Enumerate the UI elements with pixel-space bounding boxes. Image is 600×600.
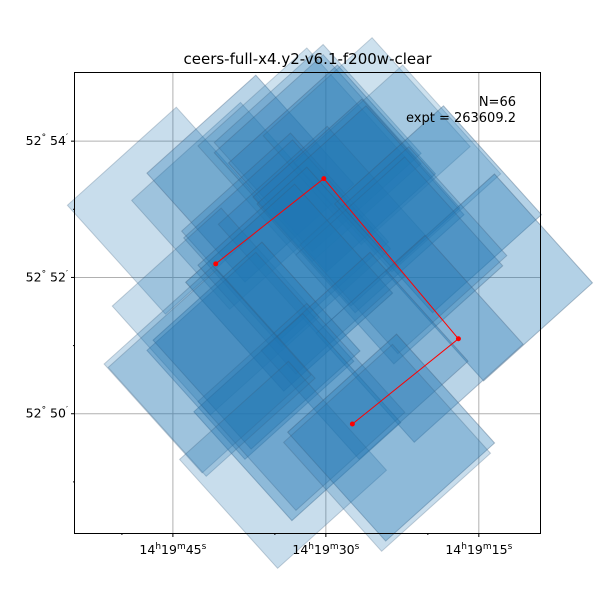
footprint: [217, 125, 426, 334]
footprint: [286, 333, 496, 542]
path-point: [321, 176, 327, 182]
footprint: [184, 183, 394, 392]
y-tick-label: 52° 54′: [26, 133, 68, 148]
footprint: [152, 241, 361, 450]
grid: [75, 73, 540, 533]
footprint: [197, 47, 406, 256]
dither-path: [213, 176, 461, 427]
footprint: [252, 98, 461, 307]
footprint-layer: [66, 36, 594, 570]
footprint: [182, 139, 392, 348]
footprint: [180, 132, 390, 341]
footprint: [282, 343, 492, 552]
footprint: [333, 105, 543, 314]
footprint: [66, 106, 276, 315]
chart-title: ceers-full-x4.y2-v6.1-f200w-clear: [184, 50, 433, 68]
x-tick-label: 14h19m30s: [292, 542, 359, 557]
footprint: [111, 207, 320, 416]
y-tick-label: 52° 52′: [26, 269, 68, 284]
footprint: [107, 268, 316, 478]
footprint: [256, 105, 465, 314]
axes: 14h19m45s 14h19m30s 14h19m15s 52° 50′ 52° 52…: [26, 133, 513, 557]
footprint: [197, 302, 406, 512]
path-point: [213, 261, 219, 267]
count-annotation: N=66: [479, 95, 516, 110]
footprint: [295, 156, 504, 365]
plot-frame: [74, 72, 541, 534]
y-tick-label: 52° 50′: [26, 406, 68, 421]
footprint: [213, 43, 422, 253]
footprint: [213, 54, 422, 263]
x-tick-label: 14h19m45s: [139, 542, 206, 557]
footprint: [293, 64, 502, 273]
x-tick-label: 14h19m15s: [445, 542, 512, 557]
footprint: [227, 64, 437, 273]
footprint: [130, 101, 340, 311]
footprint: [197, 166, 406, 375]
footprint: [103, 265, 312, 474]
footprint: [178, 360, 388, 570]
footprint: [146, 74, 355, 283]
footprint: [193, 312, 402, 522]
footprint: [315, 234, 524, 443]
path-line: [215, 177, 460, 425]
footprint: [299, 146, 508, 355]
footprint: [146, 251, 355, 460]
path-point: [455, 336, 461, 342]
footprint: [260, 251, 469, 460]
path-point: [349, 421, 355, 427]
footprint: [262, 36, 471, 246]
exposure-annotation: expt = 263609.2: [406, 111, 516, 126]
